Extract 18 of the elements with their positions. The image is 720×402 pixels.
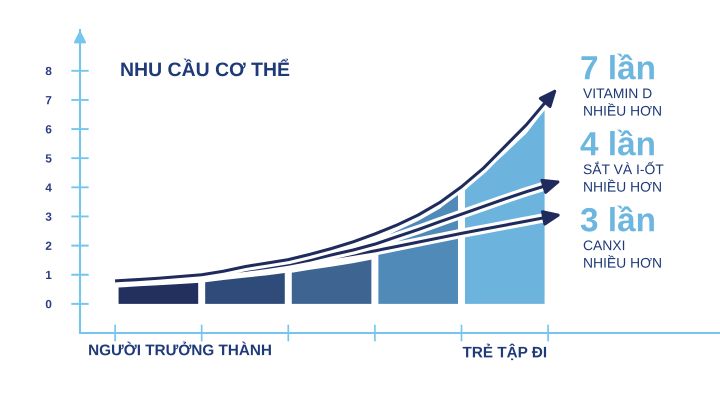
x-tick-label: TRẺ TẬP ĐI (462, 344, 546, 360)
text: 4 lần (580, 130, 654, 156)
y-tick-label: 3 (46, 212, 52, 221)
x-tick-label: NGƯỜI TRƯỞNG THÀNH (89, 341, 271, 356)
y-tick-label: 7 (46, 96, 52, 104)
y-tick-label: 4 (45, 183, 52, 192)
legend-label: SẮT VÀ I-ỐT NHIỀU HƠN (584, 162, 664, 192)
y-tick-label: 0 (46, 300, 52, 308)
text: NHU CẦU CƠ THỂ (121, 58, 290, 76)
y-tick-label: 1 (46, 270, 52, 280)
legend-label: VITAMIN D NHIỀU HƠN (583, 88, 661, 116)
y-tick-label: 5 (46, 154, 52, 163)
y-tick-label: 6 (46, 125, 52, 134)
text: 7 lần (581, 54, 654, 80)
y-tick-label: 2 (46, 242, 52, 250)
y-tick-label: 8 (46, 66, 52, 76)
text: CANXI NHIỀU HƠN (584, 240, 661, 268)
text: 3 lần (580, 206, 654, 232)
